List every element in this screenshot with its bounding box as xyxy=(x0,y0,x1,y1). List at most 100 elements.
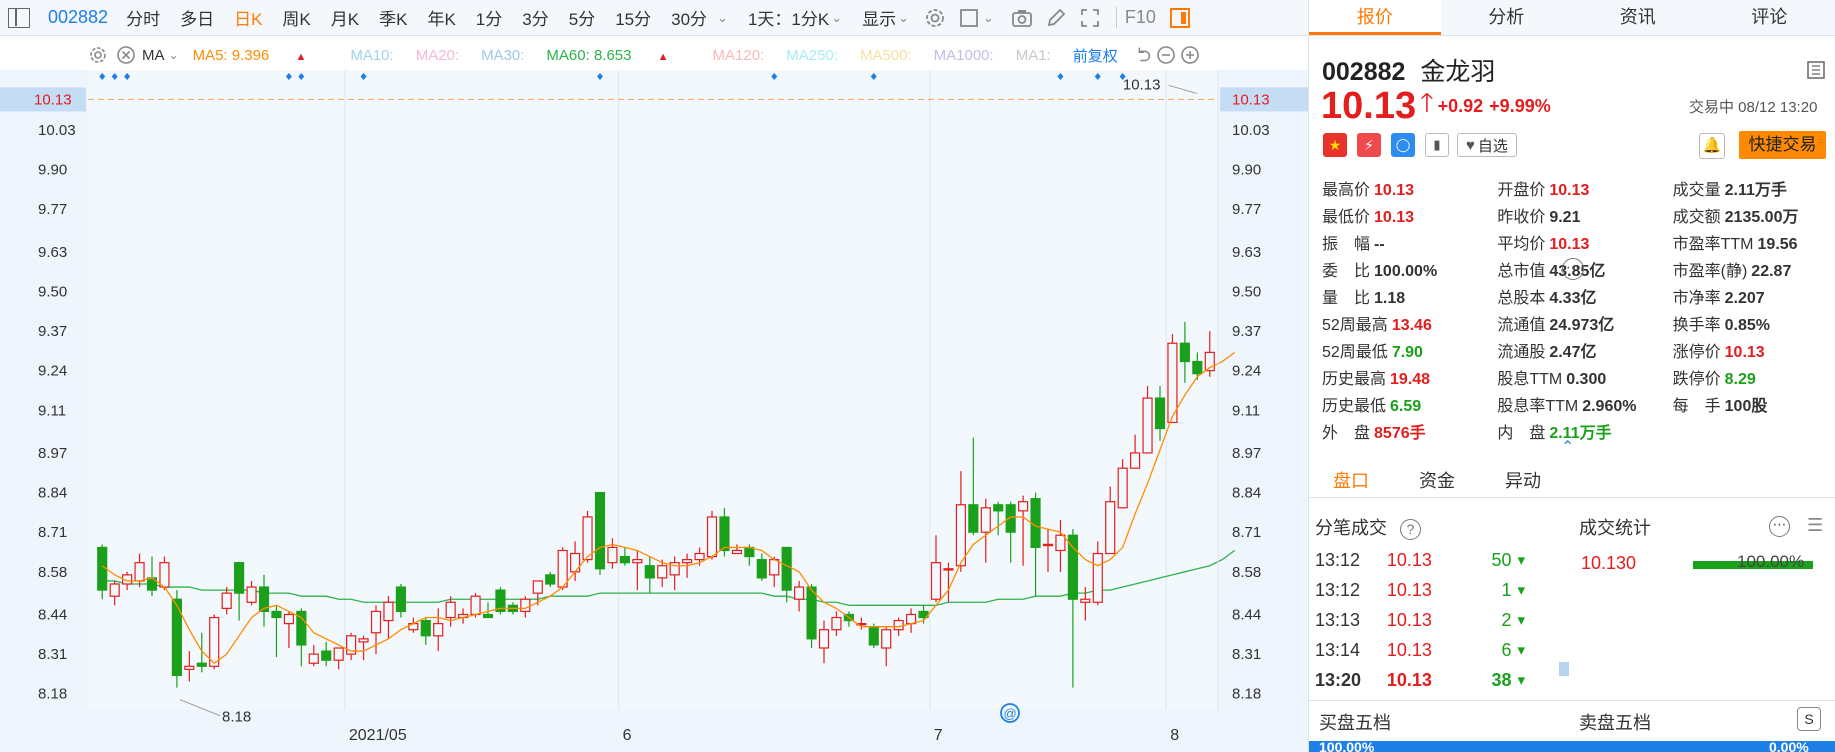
bell-icon[interactable]: 🔔 xyxy=(1699,133,1725,159)
candle xyxy=(881,626,892,667)
switch-icon[interactable]: S xyxy=(1797,707,1821,731)
undo-icon[interactable] xyxy=(1132,43,1154,67)
quote-cell: 市净率 2.207 xyxy=(1673,284,1832,308)
tab-yearly-k[interactable]: 年K xyxy=(427,10,456,29)
zoom-in-icon[interactable] xyxy=(1178,43,1202,67)
quote-cell xyxy=(1673,422,1832,440)
candle xyxy=(930,535,942,603)
help-icon[interactable]: ? xyxy=(1400,519,1422,540)
window-icon[interactable] xyxy=(955,6,983,30)
indicator-type[interactable]: MA xyxy=(142,46,165,64)
candle-body xyxy=(1092,552,1103,603)
quote-value: 8576手 xyxy=(1374,424,1426,442)
tab-anomaly[interactable]: 异动 xyxy=(1505,470,1541,491)
more-icon[interactable]: ⋯ xyxy=(1769,516,1790,537)
tab-1min[interactable]: 1分 xyxy=(475,10,503,29)
quote-value: 100股 xyxy=(1724,397,1768,415)
close-icon[interactable] xyxy=(112,43,140,67)
settings-icon[interactable] xyxy=(84,43,112,67)
y-tick-label: 9.50 xyxy=(38,283,67,300)
quote-label: 市净率 xyxy=(1672,289,1721,307)
adjust-select[interactable]: 前复权 xyxy=(1072,47,1118,65)
tab-comments[interactable]: 评论 xyxy=(1751,7,1788,27)
zoom-out-icon[interactable] xyxy=(1154,43,1178,67)
candlestick-chart[interactable]: 2021/05 6 7 8 10.03 10.03 9.90 9.90 9.77 9.77 9.63… xyxy=(0,70,1308,752)
ma5-line xyxy=(101,351,1236,665)
tab-3min[interactable]: 3分 xyxy=(522,10,549,29)
quote-row: 最高价 10.13 开盘价 10.13 成交量 2.11万手 xyxy=(1322,174,1832,201)
trade-time: 13:12 xyxy=(1315,579,1361,600)
candle xyxy=(532,580,543,606)
panel-toggle-icon[interactable] xyxy=(8,7,30,28)
y-tick-label: 8.84 xyxy=(1232,485,1261,502)
display-menu[interactable]: 显示 xyxy=(862,10,897,29)
candle-body xyxy=(756,559,767,579)
tab-orderbook[interactable]: 盘口 xyxy=(1333,470,1369,491)
candle-body xyxy=(532,580,543,594)
candle-body xyxy=(1117,467,1128,509)
tab-daily-k[interactable]: 日K xyxy=(234,10,263,29)
settings-icon[interactable] xyxy=(921,6,949,30)
trade-time: 13:12 xyxy=(1315,549,1361,570)
list-icon[interactable]: ☰ xyxy=(1807,515,1824,535)
candle-body xyxy=(794,586,805,600)
down-arrow-icon: ▾ xyxy=(1517,582,1526,599)
tab-5min[interactable]: 5分 xyxy=(568,10,596,29)
period-select[interactable]: 1天：1分K xyxy=(747,10,830,29)
y-tick-label: 9.90 xyxy=(38,162,67,179)
quote-value: 10.13 xyxy=(1724,343,1765,361)
candle xyxy=(271,605,282,658)
tab-fenshi[interactable]: 分时 xyxy=(126,10,161,29)
chevron-down-icon[interactable]: ⌄ xyxy=(983,9,994,25)
tab-quarterly-k[interactable]: 季K xyxy=(379,10,408,29)
candle-body xyxy=(333,647,344,661)
collapse-icon[interactable]: ⌃ xyxy=(1561,439,1575,456)
quick-trade-button[interactable]: 快捷交易 xyxy=(1739,131,1826,159)
ma500-label: MA500: xyxy=(859,46,912,64)
y-tick-label: 9.37 xyxy=(38,323,67,340)
fullscreen-icon[interactable] xyxy=(1076,6,1104,30)
tab-30min[interactable]: 30分 xyxy=(671,10,708,29)
chevron-down-icon[interactable]: ⌄ xyxy=(168,48,179,62)
tab-quote[interactable]: 报价 xyxy=(1309,0,1441,35)
tab-weekly-k[interactable]: 周K xyxy=(282,10,311,29)
f10-button[interactable]: F10 xyxy=(1115,7,1156,28)
candle xyxy=(619,547,630,566)
watchlist-button[interactable]: ♥ 自选 xyxy=(1457,133,1517,157)
sidebar-toggle-icon[interactable] xyxy=(1166,6,1194,30)
candle xyxy=(582,510,593,563)
tab-15min[interactable]: 15分 xyxy=(615,10,652,29)
bookmark-icon[interactable]: ▮ xyxy=(1425,133,1449,157)
scroll-indicator[interactable] xyxy=(1559,662,1569,676)
tab-capital[interactable]: 资金 xyxy=(1419,470,1455,491)
stock-code[interactable]: 002882 xyxy=(48,7,109,27)
candle-body xyxy=(445,601,456,619)
down-arrow-icon: ▾ xyxy=(1517,612,1526,629)
event-marker-icon xyxy=(285,73,292,80)
quote-label: 委 比 xyxy=(1322,262,1371,280)
candle xyxy=(1018,495,1029,566)
candle-body xyxy=(358,638,369,643)
quote-label: 成交量 xyxy=(1672,181,1721,199)
tab-multiday[interactable]: 多日 xyxy=(180,10,215,29)
pen-icon[interactable] xyxy=(1042,6,1070,30)
trade-row: 13:14 10.13 6 ▾ xyxy=(1315,635,1525,665)
candle-body xyxy=(968,504,979,533)
tab-monthly-k[interactable]: 月K xyxy=(330,10,360,29)
chevron-down-icon[interactable]: ⌄ xyxy=(717,9,728,25)
tab-analysis[interactable]: 分析 xyxy=(1488,7,1525,27)
stock-header: 002882 金龙羽 xyxy=(1322,52,1495,88)
camera-icon[interactable] xyxy=(1008,6,1036,30)
candle xyxy=(706,510,718,560)
candle-body xyxy=(1167,342,1178,424)
y-tick-label: 9.63 xyxy=(38,244,67,261)
chevron-down-icon[interactable]: ⌄ xyxy=(898,9,910,25)
candle-body xyxy=(1067,534,1078,600)
expand-icon[interactable]: ⋯ xyxy=(1562,258,1584,280)
candle-body xyxy=(420,619,431,637)
chevron-down-icon[interactable]: ⌄ xyxy=(831,9,843,25)
y-tick-label: 9.11 xyxy=(1232,402,1260,419)
tab-news[interactable]: 资讯 xyxy=(1619,7,1656,27)
layout-icon[interactable] xyxy=(1806,60,1826,80)
event-marker-icon xyxy=(124,73,131,80)
